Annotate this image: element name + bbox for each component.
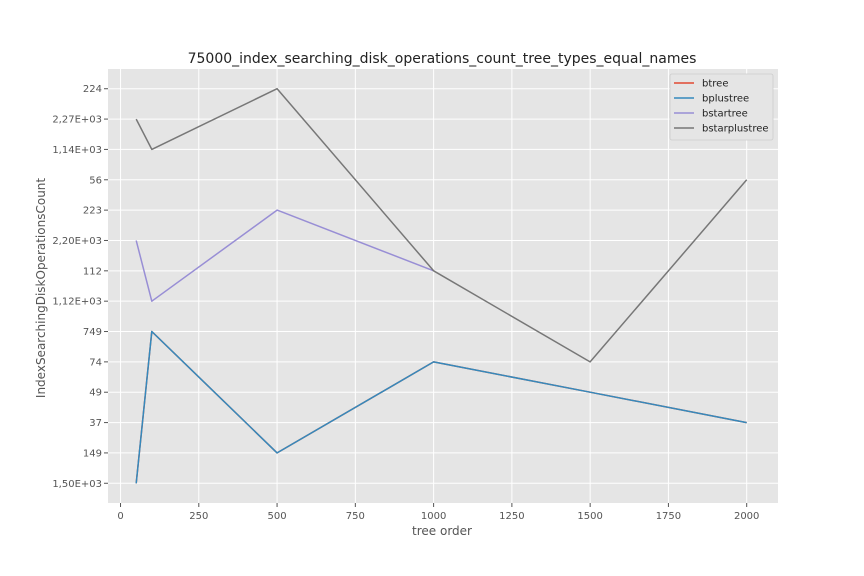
series-line-bstarplustree <box>135 87 748 363</box>
y-tick-label: 37 <box>89 418 102 429</box>
legend-label-bplustree: bplustree <box>702 94 749 105</box>
y-tick-label: 74 <box>89 357 102 368</box>
legend-label-btree: btree <box>702 79 728 90</box>
y-tick-label: 224 <box>83 84 102 95</box>
x-tick-label: 1500 <box>577 511 602 522</box>
series-lines <box>135 87 748 484</box>
y-axis-label: IndexSearchingDiskOperationsCount <box>34 178 48 398</box>
x-tick-label: 1750 <box>656 511 681 522</box>
y-tick-label: 1,14E+03 <box>52 145 102 156</box>
legend-box <box>669 73 774 141</box>
legend-label-bstarplustree: bstarplustree <box>702 124 769 135</box>
plot-area <box>108 69 778 503</box>
y-tick-label: 1,50E+03 <box>52 479 102 490</box>
y-tick-label: 149 <box>83 448 102 459</box>
x-tick-label: 0 <box>117 511 123 522</box>
x-tick-label: 1000 <box>421 511 446 522</box>
y-tick-label: 112 <box>83 266 102 277</box>
x-tick-label: 750 <box>346 511 365 522</box>
legend-label-bstartree: bstartree <box>702 109 748 120</box>
y-tick-label: 1,12E+03 <box>52 297 102 308</box>
y-axis-ticks: 1,50E+03 149 37 49 74 749 1,12E+03 112 2,20E+03 2… <box>52 84 108 490</box>
y-tick-label: 223 <box>83 206 102 217</box>
x-tick-label: 2000 <box>734 511 759 522</box>
x-tick-label: 1250 <box>499 511 524 522</box>
y-tick-label: 2,27E+03 <box>52 115 102 126</box>
grid <box>108 69 778 503</box>
series-line-bplustree <box>135 330 747 484</box>
y-tick-label: 49 <box>89 388 102 399</box>
y-tick-label: 56 <box>89 175 102 186</box>
x-axis-label: tree order <box>412 524 472 538</box>
chart-title: 75000_index_searching_disk_operations_co… <box>188 51 697 67</box>
y-tick-label: 2,20E+03 <box>52 236 102 247</box>
x-tick-label: 250 <box>189 511 208 522</box>
series-line-bstartree <box>135 209 434 302</box>
x-tick-label: 500 <box>268 511 287 522</box>
y-tick-label: 749 <box>83 327 102 338</box>
legend: btree bplustree bstartree bstarplustree <box>669 73 774 141</box>
x-axis-ticks: 0 250 500 750 1000 1250 1500 1750 2000 <box>117 503 759 522</box>
